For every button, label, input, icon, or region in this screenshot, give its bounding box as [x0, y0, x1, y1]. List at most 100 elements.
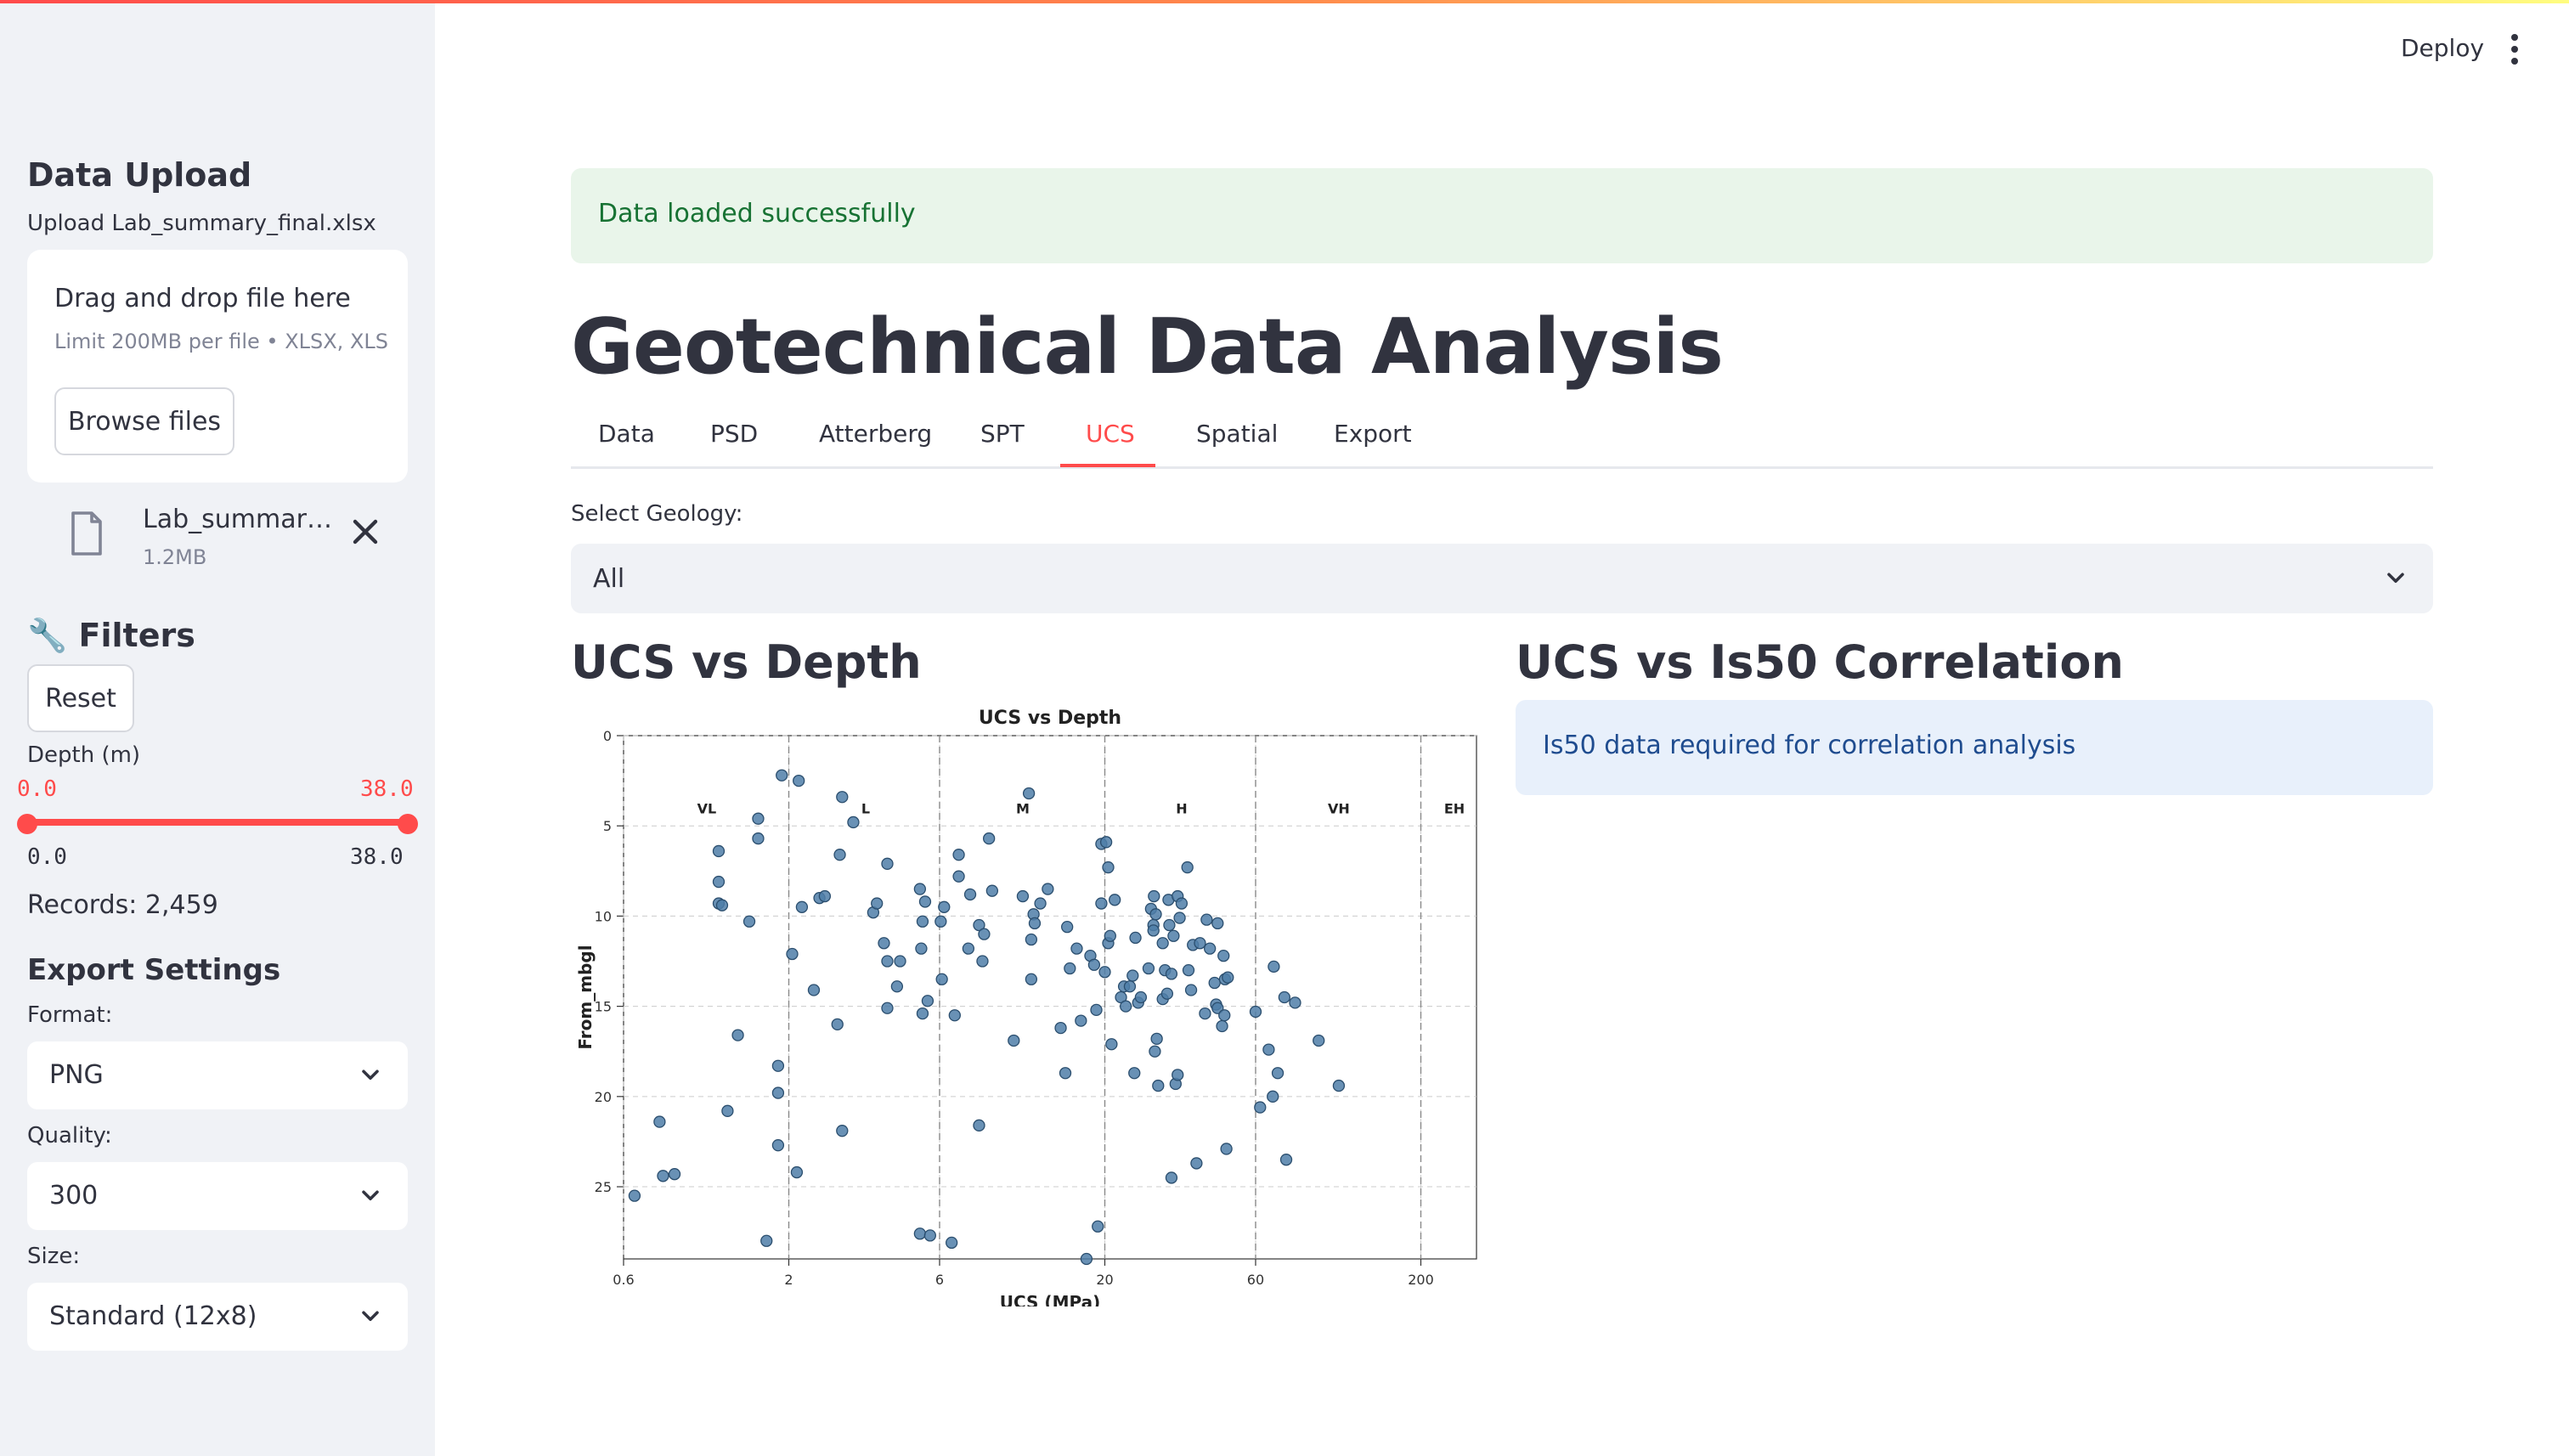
quality-value: 300 — [49, 1181, 99, 1211]
data-point — [1150, 1032, 1163, 1046]
y-tick-label: 5 — [603, 818, 612, 834]
tab-bar: Data PSD Atterberg SPT UCS Spatial Expor… — [571, 408, 2433, 469]
data-point — [1016, 889, 1030, 903]
data-point — [1070, 942, 1083, 955]
ucs-depth-chart: 0 5 10 15 20 25 0.6 2 6 20 60 200 VL L M H VH EH UCS vs De… — [571, 702, 1482, 1312]
depth-label: Depth (m) — [27, 742, 141, 768]
quality-select[interactable]: 300 — [27, 1162, 408, 1230]
data-point — [1204, 942, 1217, 955]
x-tick-label: 200 — [1408, 1272, 1434, 1288]
strength-class-label: H — [1176, 800, 1187, 816]
format-value: PNG — [49, 1060, 104, 1090]
strength-class-label: VL — [697, 800, 717, 816]
data-point — [771, 1139, 785, 1152]
format-select[interactable]: PNG — [27, 1041, 408, 1109]
geology-select[interactable]: All — [571, 544, 2433, 613]
geology-value: All — [593, 564, 625, 594]
data-point — [1220, 1143, 1233, 1155]
data-point — [731, 1029, 744, 1041]
reset-button[interactable]: Reset — [27, 664, 134, 732]
tab-atterberg[interactable]: Atterberg — [819, 420, 933, 448]
data-point — [1075, 1014, 1087, 1027]
data-point — [742, 915, 756, 928]
file-size: 1.2MB — [143, 545, 207, 569]
data-point — [657, 1170, 669, 1182]
data-point — [915, 942, 928, 955]
top-decoration-bar — [0, 0, 2569, 3]
data-point — [1129, 931, 1142, 945]
depth-slider-max-value: 38.0 — [360, 776, 414, 802]
size-select[interactable]: Standard (12x8) — [27, 1283, 408, 1351]
file-dropzone[interactable]: Drag and drop file here Limit 200MB per … — [27, 250, 408, 483]
data-point — [712, 875, 726, 889]
success-message: Data loaded successfully — [598, 199, 916, 229]
data-point — [715, 899, 729, 911]
data-point — [836, 1125, 849, 1137]
y-tick-label: 15 — [595, 999, 612, 1015]
data-point — [771, 1059, 785, 1072]
y-tick-label: 0 — [603, 728, 612, 744]
depth-slider-max-handle[interactable] — [398, 814, 418, 834]
remove-file-icon[interactable] — [348, 515, 382, 549]
data-point — [913, 883, 927, 895]
data-point — [1216, 1019, 1228, 1033]
data-point — [1080, 1252, 1093, 1266]
data-point — [668, 1168, 681, 1181]
data-point — [923, 1229, 936, 1242]
data-point — [721, 1104, 734, 1117]
data-point — [913, 1227, 927, 1240]
deploy-button[interactable]: Deploy — [2401, 34, 2485, 62]
tab-data[interactable]: Data — [598, 420, 655, 448]
data-point — [1267, 1090, 1279, 1103]
data-point — [1025, 973, 1038, 985]
depth-range-max-label: 38.0 — [350, 844, 404, 870]
data-point — [1222, 971, 1234, 984]
strength-class-label: EH — [1444, 800, 1465, 816]
y-axis-label: From_mbgl — [575, 945, 596, 1049]
data-point — [833, 849, 846, 861]
data-point — [1095, 897, 1108, 910]
data-point — [793, 774, 805, 787]
data-point — [976, 955, 989, 968]
data-point — [1152, 1079, 1165, 1092]
tab-export[interactable]: Export — [1334, 420, 1412, 448]
upload-label: Upload Lab_summary_final.xlsx — [27, 211, 376, 236]
tab-spt[interactable]: SPT — [980, 420, 1025, 448]
geology-label: Select Geology: — [571, 501, 743, 527]
data-point — [946, 1236, 958, 1250]
x-tick-label: 2 — [784, 1272, 793, 1288]
data-point — [1249, 1005, 1262, 1019]
ucs-is50-heading: UCS vs Is50 Correlation — [1516, 635, 2124, 689]
tab-ucs[interactable]: UCS — [1086, 420, 1135, 448]
data-point — [963, 888, 977, 901]
data-point — [1279, 1154, 1293, 1166]
data-point — [1134, 990, 1148, 1004]
data-point — [1182, 963, 1195, 977]
data-point — [985, 884, 999, 897]
more-options-icon[interactable] — [2503, 32, 2527, 66]
data-point — [1104, 929, 1116, 942]
data-point — [881, 857, 894, 870]
browse-files-button[interactable]: Browse files — [54, 387, 234, 455]
data-point — [776, 769, 788, 782]
tab-spatial[interactable]: Spatial — [1196, 420, 1279, 448]
data-point — [836, 791, 849, 804]
dropzone-limit: Limit 200MB per file • XLSX, XLS — [54, 330, 388, 353]
data-point — [1092, 1220, 1104, 1233]
data-point — [1123, 980, 1137, 993]
depth-slider-track[interactable] — [27, 819, 408, 826]
depth-slider-min-handle[interactable] — [17, 814, 37, 834]
data-point — [894, 955, 906, 968]
data-point — [807, 984, 821, 996]
size-label: Size: — [27, 1244, 81, 1269]
data-point — [1184, 984, 1198, 996]
chevron-down-icon — [2387, 573, 2404, 583]
data-point — [1199, 1007, 1211, 1020]
tab-psd[interactable]: PSD — [710, 420, 759, 448]
y-tick-label: 20 — [595, 1089, 612, 1105]
data-point — [952, 849, 965, 861]
data-point — [1142, 962, 1155, 975]
uploaded-file: Lab_summary_final.xlsx 1.2MB — [27, 498, 408, 591]
data-point — [795, 900, 809, 913]
data-point — [1313, 1034, 1325, 1047]
